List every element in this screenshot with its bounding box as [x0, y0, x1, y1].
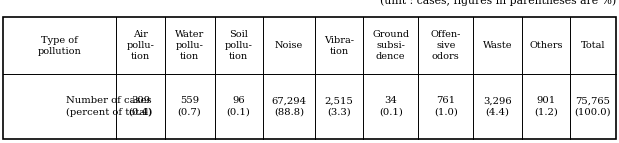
Text: Total: Total: [581, 41, 605, 50]
Text: Air
pollu-
tion: Air pollu- tion: [127, 30, 155, 61]
Text: Water
pollu-
tion: Water pollu- tion: [175, 30, 204, 61]
Text: (unit : cases, figures in parentheses are %): (unit : cases, figures in parentheses ar…: [379, 0, 616, 6]
Text: 901
(1.2): 901 (1.2): [534, 96, 558, 117]
Text: Number of cases
(percent of total): Number of cases (percent of total): [66, 96, 152, 117]
Bar: [3, 17, 616, 139]
Text: Noise: Noise: [275, 41, 303, 50]
Text: 96
(0.1): 96 (0.1): [227, 96, 251, 117]
Text: 2,515
(3.3): 2,515 (3.3): [324, 96, 353, 117]
Text: 309
(0.4): 309 (0.4): [129, 96, 152, 117]
Text: Type of
pollution: Type of pollution: [38, 36, 82, 56]
Text: 34
(0.1): 34 (0.1): [379, 96, 402, 117]
Text: 761
(1.0): 761 (1.0): [434, 96, 458, 117]
Text: Waste: Waste: [483, 41, 513, 50]
Text: Vibra-
tion: Vibra- tion: [324, 36, 354, 56]
Text: Others: Others: [529, 41, 563, 50]
Text: 67,294
(88.8): 67,294 (88.8): [271, 96, 306, 117]
Text: Offen-
sive
odors: Offen- sive odors: [431, 30, 461, 61]
Text: 3,296
(4.4): 3,296 (4.4): [483, 96, 512, 117]
Text: 75,765
(100.0): 75,765 (100.0): [574, 96, 611, 117]
Text: Ground
subsi-
dence: Ground subsi- dence: [372, 30, 409, 61]
Text: Soil
pollu-
tion: Soil pollu- tion: [225, 30, 253, 61]
Text: 559
(0.7): 559 (0.7): [178, 96, 202, 117]
